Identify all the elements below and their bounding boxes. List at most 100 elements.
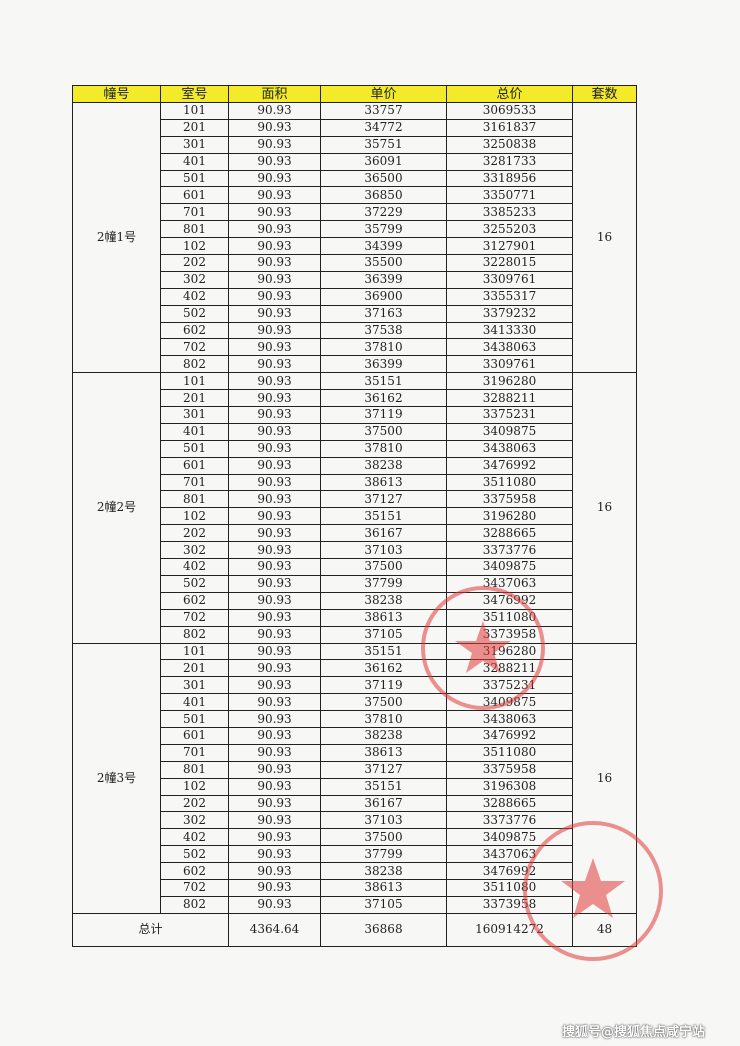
area-cell: 90.93: [228, 591, 321, 610]
table-row: 401 90.93 36091 3281733: [73, 152, 637, 171]
total-price-cell: 3511080: [446, 878, 573, 897]
room-cell: 501: [160, 439, 229, 458]
total-price-cell: 3438063: [446, 710, 573, 728]
room-cell: 302: [160, 270, 229, 289]
total-price-cell: 3476992: [446, 591, 573, 610]
unit-count: 16: [572, 642, 637, 914]
room-cell: 302: [160, 541, 229, 560]
total-label: 总计: [72, 912, 229, 947]
total-price-cell: 3127901: [446, 237, 573, 256]
total-unit-price: 36868: [320, 912, 447, 947]
unit-price-cell: 37229: [320, 203, 447, 222]
area-cell: 90.93: [228, 895, 321, 914]
total-price-cell: 3476992: [446, 726, 573, 745]
room-cell: 602: [160, 321, 229, 340]
total-price-cell: 3437063: [446, 574, 573, 593]
total-price-cell: 3438063: [446, 439, 573, 458]
table-row: 202 90.93 36167 3288665: [73, 524, 637, 543]
room-cell: 701: [160, 203, 229, 222]
unit-price-cell: 35799: [320, 220, 447, 239]
unit-price-cell: 37799: [320, 574, 447, 593]
table-row: 702 90.93 37810 3438063: [73, 338, 637, 357]
table-row: 102 90.93 35151 3196280: [73, 507, 637, 526]
room-cell: 202: [160, 794, 229, 813]
room-cell: 601: [160, 456, 229, 475]
room-cell: 202: [160, 524, 229, 543]
total-price-cell: 3413330: [446, 321, 573, 340]
area-cell: 90.93: [228, 237, 321, 256]
unit-price-cell: 34772: [320, 118, 447, 137]
table-row: 601 90.93 38238 3476992: [73, 726, 637, 745]
unit-price-cell: 37810: [320, 439, 447, 458]
unit-price-cell: 36399: [320, 355, 447, 374]
unit-price-cell: 36091: [320, 152, 447, 171]
area-cell: 90.93: [228, 608, 321, 627]
room-cell: 202: [160, 254, 229, 272]
area-cell: 90.93: [228, 389, 321, 408]
total-price-cell: 3511080: [446, 473, 573, 492]
total-price-cell: 3511080: [446, 608, 573, 627]
room-cell: 602: [160, 591, 229, 610]
total-price-cell: 3375231: [446, 676, 573, 695]
total-price-cell: 3385233: [446, 203, 573, 222]
total-price-cell: 3476992: [446, 862, 573, 880]
table-row: 302 90.93 37103 3373776: [73, 811, 637, 830]
table-row: 801 90.93 37127 3375958: [73, 760, 637, 779]
table-row: 501 90.93 37810 3438063: [73, 439, 637, 458]
room-cell: 101: [160, 642, 229, 661]
table-row: 802 90.93 36399 3309761: [73, 355, 637, 374]
area-cell: 90.93: [228, 659, 321, 678]
room-cell: 501: [160, 710, 229, 728]
header-total-price: 总价: [446, 85, 573, 103]
room-cell: 402: [160, 558, 229, 576]
unit-price-cell: 38613: [320, 473, 447, 492]
unit-price-cell: 36900: [320, 287, 447, 306]
room-cell: 502: [160, 574, 229, 593]
total-price-cell: 3409875: [446, 693, 573, 712]
total-price-cell: 3375958: [446, 760, 573, 779]
unit-price-cell: 37119: [320, 406, 447, 424]
area-cell: 90.93: [228, 152, 321, 171]
room-cell: 702: [160, 338, 229, 357]
table-row: 2幢3号 101 90.93 35151 3196280 16: [72, 642, 637, 914]
unit-price-cell: 37500: [320, 422, 447, 441]
unit-price-cell: 37538: [320, 321, 447, 340]
total-price-cell: 3438063: [446, 338, 573, 357]
total-price-cell: 3409875: [446, 422, 573, 441]
building-name: 2幢3号: [72, 642, 161, 914]
unit-price-cell: 38238: [320, 456, 447, 475]
unit-price-cell: 37127: [320, 760, 447, 779]
area-cell: 90.93: [228, 321, 321, 340]
header-unit-price: 单价: [320, 85, 447, 103]
total-price-cell: 3255203: [446, 220, 573, 239]
area-cell: 90.93: [228, 220, 321, 239]
unit-price-cell: 34399: [320, 237, 447, 256]
table-row: 601 90.93 36850 3350771: [73, 186, 637, 205]
area-cell: 90.93: [228, 845, 321, 864]
unit-count: 16: [572, 101, 637, 374]
table-row: 2幢1号 101 90.93 33757 3069533 16: [72, 101, 637, 374]
table-row: 202 90.93 36167 3288665: [73, 794, 637, 813]
table-row: 402 90.93 37500 3409875: [73, 828, 637, 847]
room-cell: 102: [160, 777, 229, 796]
room-cell: 601: [160, 186, 229, 205]
area-cell: 90.93: [228, 355, 321, 374]
table-row: 702 90.93 38613 3511080: [73, 878, 637, 897]
total-price-cell: 3375958: [446, 490, 573, 509]
total-price-cell: 3409875: [446, 558, 573, 576]
total-price-cell: 3350771: [446, 186, 573, 205]
unit-price-cell: 35500: [320, 254, 447, 272]
total-price-cell: 3437063: [446, 845, 573, 864]
total-price-cell: 3288211: [446, 659, 573, 678]
total-price-cell: 3373776: [446, 541, 573, 560]
table-row: 501 90.93 37810 3438063: [73, 710, 637, 728]
room-cell: 702: [160, 608, 229, 627]
unit-price-cell: 35151: [320, 777, 447, 796]
area-cell: 90.93: [228, 558, 321, 576]
area-cell: 90.93: [228, 574, 321, 593]
room-cell: 102: [160, 507, 229, 526]
unit-price-cell: 36162: [320, 389, 447, 408]
watermark: 搜狐号@搜狐焦点咸宁站: [562, 1025, 706, 1040]
total-price-cell: 3309761: [446, 270, 573, 289]
unit-price-cell: 36399: [320, 270, 447, 289]
